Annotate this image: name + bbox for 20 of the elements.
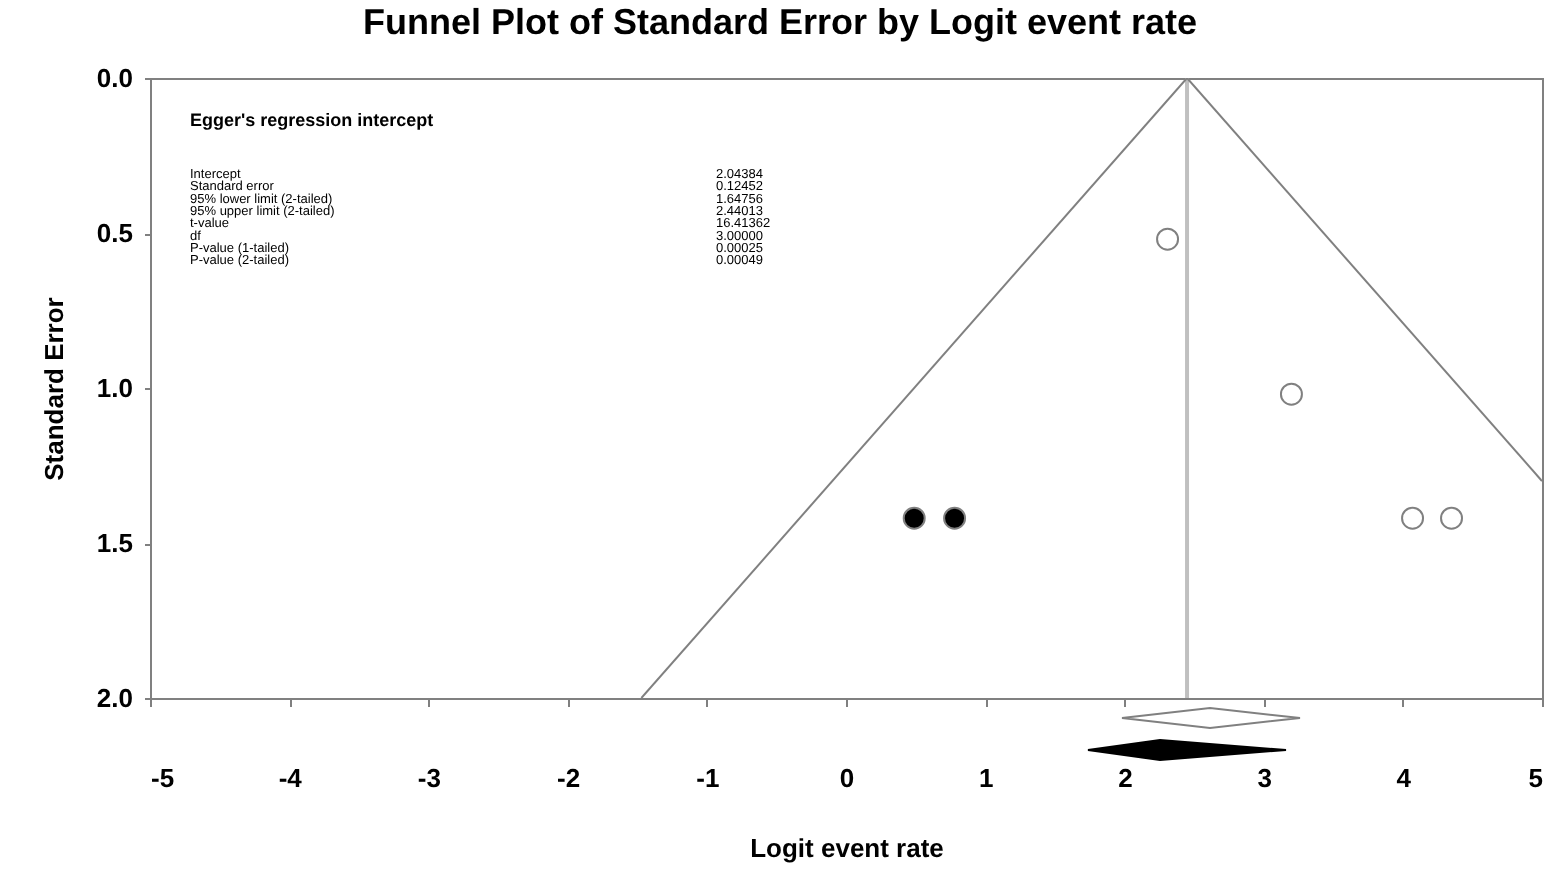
x-tick-label: 1 <box>978 763 994 793</box>
x-tick-label: -3 <box>417 763 441 793</box>
x-tick-label: 2 <box>1118 763 1133 793</box>
x-tick-label: 5 <box>1528 763 1543 793</box>
x-axis-title: Logit event rate <box>750 833 944 863</box>
x-tick-label: -1 <box>696 763 720 793</box>
x-tick-label: 3 <box>1257 763 1272 793</box>
y-tick-label: 0.5 <box>96 218 133 248</box>
x-tick-label: -5 <box>151 763 175 793</box>
y-tick-label: 0.0 <box>96 63 133 93</box>
annotation: Egger's regression intercept <box>190 110 434 130</box>
y-axis-title: Standard Error <box>38 297 69 481</box>
x-tick-label: -2 <box>557 763 581 793</box>
x-tick-label: -4 <box>278 763 304 793</box>
x-tick-label: 0 <box>839 763 855 793</box>
y-tick-label: 1.0 <box>96 373 133 403</box>
x-tick-label: 4 <box>1396 763 1413 793</box>
y-tick-label: 2.0 <box>96 683 133 713</box>
y-tick-label: 1.5 <box>96 528 133 558</box>
chart-title: Funnel Plot of Standard Error by Logit event rate <box>362 2 1198 42</box>
